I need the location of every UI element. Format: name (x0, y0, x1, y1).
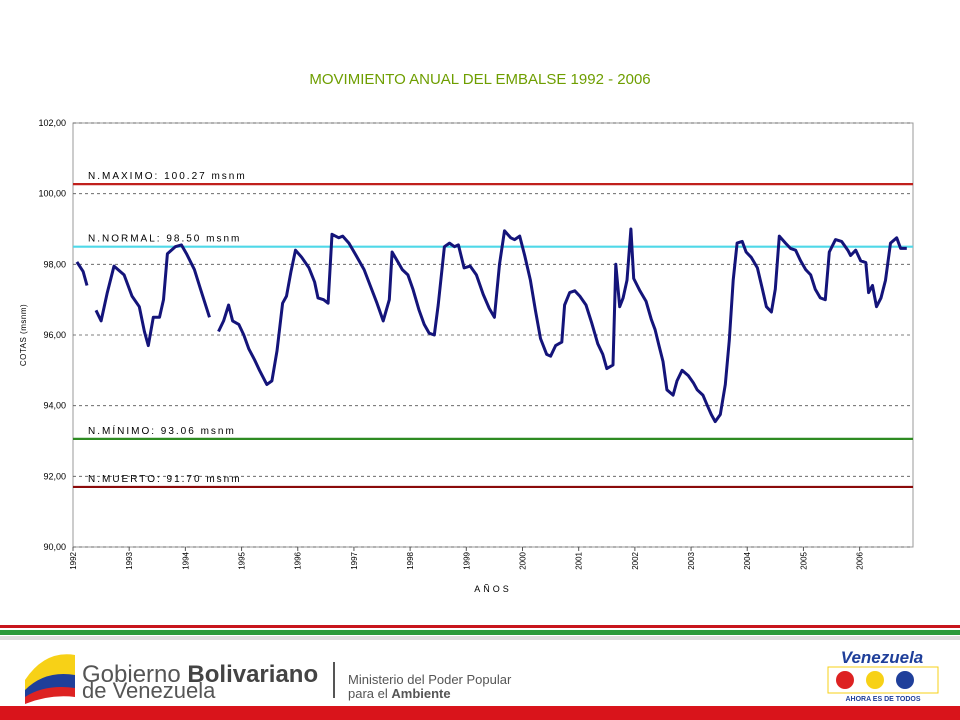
y-tick-label: 90,00 (43, 542, 66, 552)
y-tick-label: 98,00 (43, 259, 66, 269)
x-tick-label: 1992 (69, 551, 78, 569)
brand: Venezuela (841, 648, 924, 667)
x-tick-label: 1995 (238, 551, 247, 569)
x-axis-label: AÑOS (474, 584, 512, 594)
bottom-bar (0, 706, 960, 720)
brand-icon-yellow (866, 671, 884, 689)
x-tick-label: 2004 (743, 551, 752, 569)
reference-label: N.MÍNIMO: 93.06 msnm (88, 424, 236, 437)
gray-stripe (0, 636, 960, 640)
y-axis-label: COTAS (msnm) (19, 304, 28, 366)
x-tick-label: 2001 (575, 551, 584, 569)
ministry-line1: Ministerio del Poder Popular (348, 672, 512, 687)
x-tick-label: 2005 (799, 551, 808, 569)
gov-text: Gobierno Bolivariano (82, 661, 318, 688)
x-tick-label: 1993 (125, 551, 134, 569)
ministry-line2: para el Ambiente (348, 686, 451, 701)
x-tick-label: 1999 (462, 551, 471, 569)
x-tick-label: 2002 (631, 551, 640, 569)
brand-icon-red (836, 671, 854, 689)
ministry-line2b: Ambiente (391, 686, 450, 701)
gov-line1b: Bolivariano (187, 661, 318, 688)
reference-label: N.MAXIMO: 100.27 msnm (88, 171, 247, 182)
x-tick-label: 2003 (687, 551, 696, 569)
data-line (75, 261, 89, 286)
slogan: AHORA ES DE TODOS (845, 696, 920, 703)
ministry-line2a: para el (348, 686, 388, 701)
flag-red (25, 687, 75, 704)
chart-title: MOVIMIENTO ANUAL DEL EMBALSE 1992 - 2006 (309, 71, 650, 88)
data-line (94, 243, 211, 348)
y-tick-label: 102,00 (38, 118, 66, 128)
reference-label: N.MUERTO: 91.70 msnm (88, 474, 242, 485)
green-stripe (0, 630, 960, 635)
x-tick-label: 1998 (406, 551, 415, 569)
gov-line2: de Venezuela (82, 678, 216, 703)
data-line (217, 227, 907, 424)
y-tick-label: 92,00 (43, 471, 66, 481)
x-tick-label: 1994 (181, 551, 190, 569)
x-tick-label: 1997 (350, 551, 359, 569)
y-tick-label: 96,00 (43, 330, 66, 340)
x-tick-label: 2000 (518, 551, 527, 569)
divider (333, 662, 335, 698)
y-tick-label: 94,00 (43, 401, 66, 411)
reference-label: N.NORMAL: 98.50 msnm (88, 234, 241, 245)
y-tick-label: 100,00 (38, 189, 66, 199)
x-tick-label: 2006 (856, 551, 865, 569)
x-tick-label: 1996 (294, 551, 303, 569)
gov-line1: Gobierno (82, 661, 181, 688)
plot: 90,00 92,00 94,00 96,00 98,00 100,00 102,00 199… (38, 118, 913, 570)
red-stripe (0, 625, 960, 628)
brand-icon-blue (896, 671, 914, 689)
